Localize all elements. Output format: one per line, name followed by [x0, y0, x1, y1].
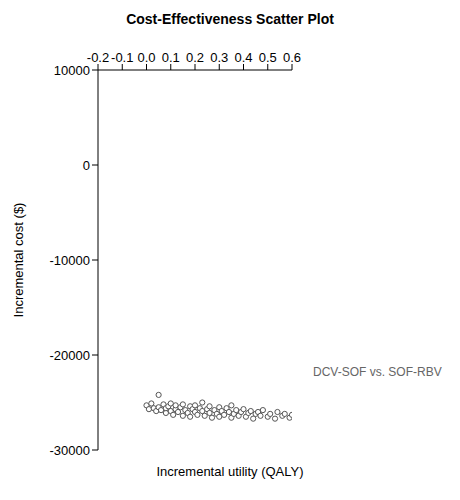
svg-text:0.1: 0.1 [162, 50, 180, 65]
html-text:Incremental utility (QALY): Incremental utility (QALY) [156, 464, 304, 479]
svg-text:-0.1: -0.1 [111, 50, 133, 65]
svg-text:Incremental cost ($): Incremental cost ($) [11, 203, 26, 318]
svg-text:-0.2: -0.2 [87, 50, 109, 65]
svg-text:-10000: -10000 [50, 253, 90, 268]
svg-text:0.5: 0.5 [259, 50, 277, 65]
svg-text:0: 0 [83, 158, 90, 173]
html-text:Cost-Effectiveness Scatter Plo: Cost-Effectiveness Scatter Plot [126, 11, 334, 27]
svg-text:-30000: -30000 [50, 443, 90, 458]
html-text:DCV-SOF vs. SOF-RBV: DCV-SOF vs. SOF-RBV [313, 365, 442, 379]
svg-text:0.3: 0.3 [210, 50, 228, 65]
svg-text:-20000: -20000 [50, 348, 90, 363]
svg-text:10000: 10000 [54, 63, 90, 78]
svg-text:0.4: 0.4 [234, 50, 252, 65]
svg-text:0.6: 0.6 [283, 50, 301, 65]
svg-text:0.2: 0.2 [186, 50, 204, 65]
svg-text:0.0: 0.0 [137, 50, 155, 65]
